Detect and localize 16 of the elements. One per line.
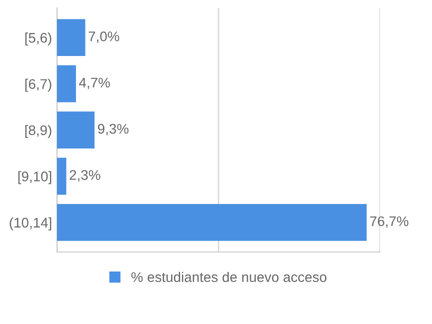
bar	[57, 204, 367, 241]
data-label: 4,7%	[79, 78, 110, 90]
bar	[57, 65, 76, 102]
y-tick-label: (10,14]	[10, 217, 52, 230]
y-tick-label: [5,6)	[25, 32, 52, 46]
data-label: 76,7%	[370, 216, 408, 228]
y-tick-label: [6,7)	[25, 78, 52, 92]
bar	[57, 19, 86, 56]
y-tick-label: [8,9)	[25, 124, 52, 138]
data-label: 9,3%	[98, 124, 128, 136]
data-label: 7,0%	[88, 31, 120, 43]
data-label: 2,3%	[70, 170, 100, 182]
bar	[57, 158, 66, 195]
legend-label: % estudiantes de nuevo acceso	[131, 272, 326, 282]
y-tick-label: [9,10]	[18, 171, 52, 184]
bar	[57, 112, 95, 148]
